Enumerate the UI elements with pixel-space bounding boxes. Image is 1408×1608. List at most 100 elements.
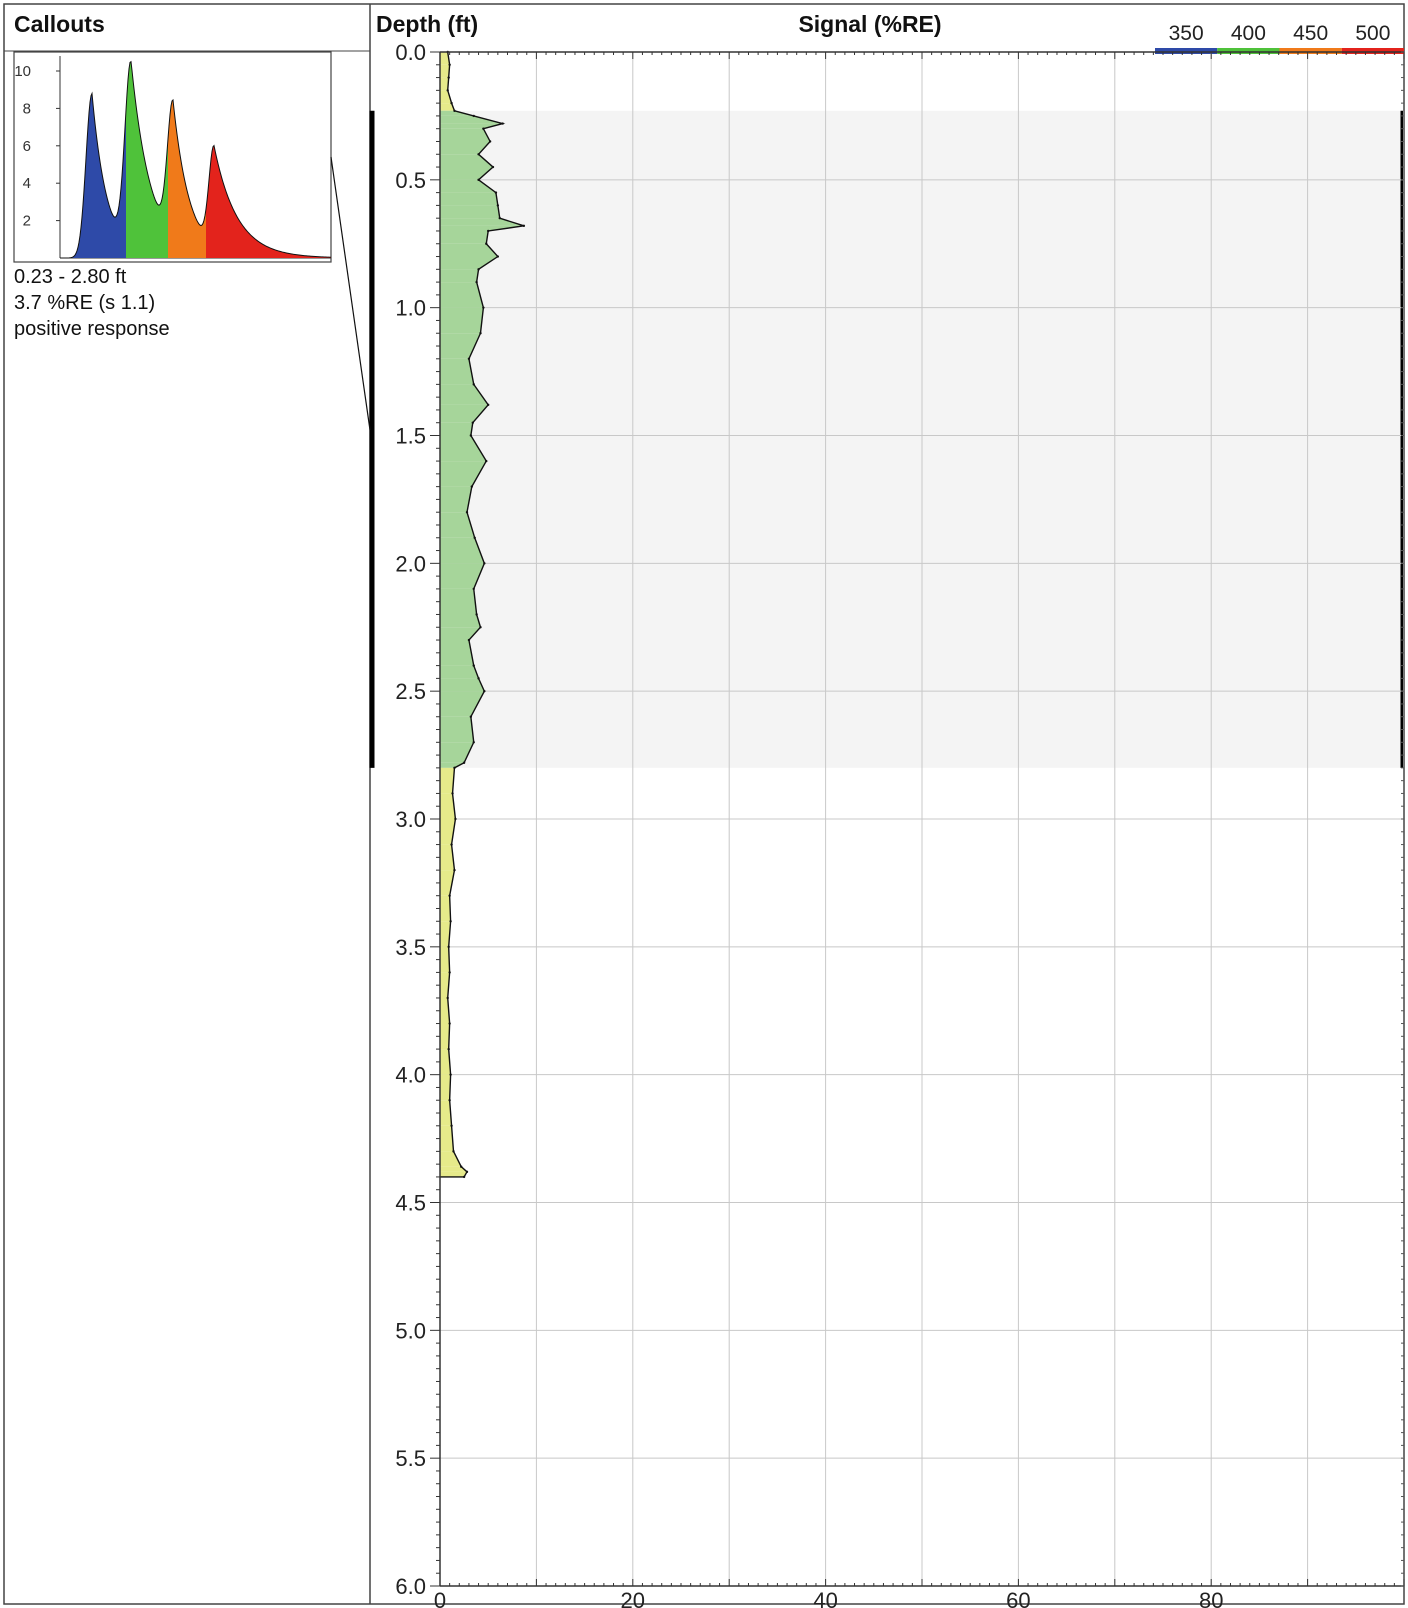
depth-axis-title: Depth (ft)	[376, 11, 478, 37]
signal-point	[472, 741, 475, 744]
signal-fill-segment	[440, 537, 485, 564]
signal-fill-segment	[440, 128, 491, 142]
signal-fill-segment	[440, 627, 481, 641]
signal-fill-segment	[440, 1049, 451, 1075]
signal-point	[491, 165, 495, 169]
signal-fill-segment	[440, 563, 485, 589]
signal-fill-segment	[440, 946, 450, 973]
signal-fill-segment	[440, 205, 500, 219]
signal-point	[447, 76, 450, 79]
signal-fill-segment	[440, 665, 479, 679]
depth-tick-label: 1.5	[395, 424, 426, 449]
signal-point	[488, 140, 492, 143]
signal-point	[485, 242, 488, 245]
signal-trace	[440, 50, 526, 1179]
signal-point	[447, 1047, 450, 1051]
signal-fill-segment	[440, 486, 472, 513]
signal-point	[465, 1170, 469, 1174]
signal-fill-segment	[440, 588, 477, 615]
callout-peak	[206, 145, 331, 258]
signal-point	[451, 792, 454, 795]
signal-point	[450, 101, 453, 105]
signal-fill-segment	[440, 230, 489, 244]
signal-point	[448, 63, 451, 66]
signal-fill-segment	[440, 141, 491, 155]
signal-tick-label: 80	[1199, 1588, 1223, 1608]
callouts-title: Callouts	[14, 11, 105, 37]
signal-point	[449, 920, 452, 923]
callout-ytick-label: 8	[23, 100, 31, 117]
signal-tick-label: 20	[621, 1588, 645, 1608]
signal-fill-segment	[440, 269, 479, 283]
signal-fill-segment	[440, 793, 456, 819]
axes: 0.0 0.5 1.0 1.5 2.0 2.5 3.0 3.5 4.0 4.5 5.0 5.5 6.0 0…	[395, 40, 1405, 1608]
signal-point	[472, 664, 475, 667]
signal-point	[467, 638, 471, 642]
legend-label: 450	[1293, 22, 1328, 45]
signal-fill-segment	[440, 52, 450, 65]
signal-point	[469, 715, 473, 718]
signal-point	[453, 868, 456, 872]
signal-fill-segment	[440, 742, 474, 763]
signal-fill-segment	[440, 115, 503, 124]
signal-fill-segment	[440, 218, 524, 226]
signal-point	[477, 178, 480, 182]
signal-point	[482, 306, 485, 309]
signal-fill-segment	[440, 225, 524, 231]
callout-ytick-label: 2	[23, 213, 31, 230]
signal-point	[469, 434, 473, 437]
signal-fill-segment	[440, 716, 474, 743]
signal-fill-segment	[440, 64, 450, 78]
signal-point	[475, 613, 478, 616]
signal-tick-label: 60	[1006, 1588, 1030, 1608]
outer-frame	[3, 3, 1405, 1605]
signal-fill-segment	[440, 640, 474, 666]
signal-fill-segment	[440, 1023, 450, 1050]
signal-point	[460, 1165, 463, 1168]
plot-grid	[440, 52, 1404, 1586]
signal-fill-segment	[440, 256, 498, 270]
signal-point	[477, 677, 480, 680]
depth-tick-label: 1.0	[395, 296, 426, 321]
signal-point	[501, 122, 504, 125]
signal-point	[454, 817, 457, 821]
signal-point	[449, 1073, 452, 1076]
signal-fill-segment	[440, 333, 481, 359]
signal-point	[482, 127, 485, 130]
signal-fill-segment	[440, 358, 474, 385]
legend-swatch	[1341, 48, 1404, 54]
signal-point	[498, 216, 501, 220]
depth-tick-label: 0.0	[395, 40, 426, 65]
callout-leader-line	[330, 156, 371, 431]
signal-fill-segment	[440, 762, 465, 768]
signal-fill-segment	[440, 307, 484, 334]
signal-point	[462, 761, 466, 764]
signal-point	[471, 421, 474, 424]
callout-ytick-label: 6	[23, 138, 31, 155]
depth-tick-label: 5.5	[395, 1446, 426, 1471]
legend-swatch	[1155, 48, 1218, 54]
signal-point	[453, 766, 456, 770]
signal-fill-segment	[440, 1171, 467, 1177]
depth-tick-label: 4.5	[395, 1191, 426, 1216]
callout-value: 3.7 %RE (s 1.1)	[14, 292, 155, 314]
signal-fill-segment	[440, 282, 484, 308]
signal-point	[450, 1124, 453, 1128]
legend-label: 500	[1355, 22, 1390, 45]
callout-waveform-outline	[59, 60, 332, 259]
signal-fill-segment	[440, 110, 474, 116]
signal-point	[448, 1099, 451, 1102]
signal-point	[452, 1150, 455, 1153]
depth-tick-label: 3.5	[395, 935, 426, 960]
signal-tick-label: 40	[813, 1588, 837, 1608]
callout-range: 0.23 - 2.80 ft	[14, 266, 127, 288]
signal-point	[448, 1022, 451, 1025]
signal-point	[496, 204, 500, 207]
signal-point	[450, 843, 453, 846]
signal-fill-segment	[440, 192, 498, 206]
signal-fill-segment	[440, 895, 451, 922]
signal-point	[477, 153, 480, 156]
signal-point	[483, 689, 486, 693]
signal-point	[479, 332, 482, 335]
